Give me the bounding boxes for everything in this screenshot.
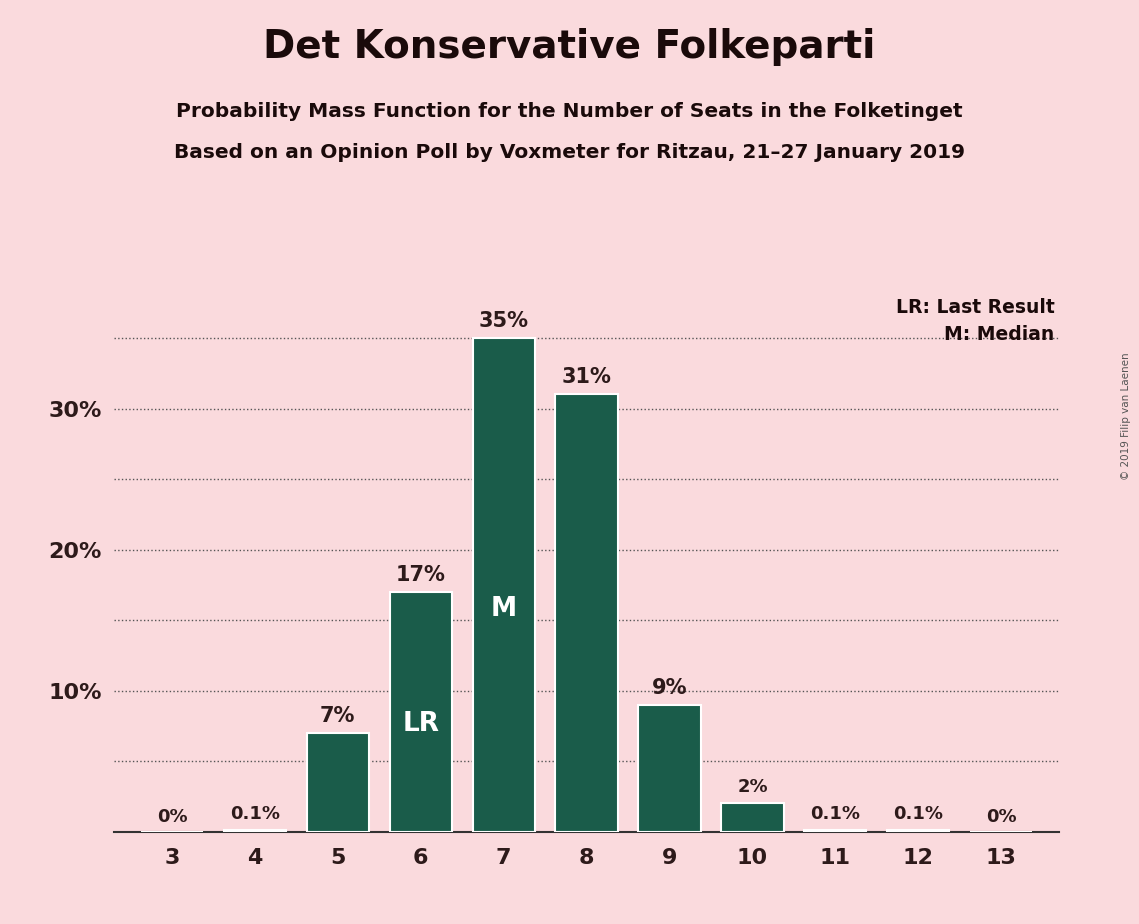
Text: LR: LR xyxy=(402,711,440,736)
Text: 17%: 17% xyxy=(395,565,445,585)
Text: © 2019 Filip van Laenen: © 2019 Filip van Laenen xyxy=(1121,352,1131,480)
Bar xyxy=(390,592,452,832)
Bar xyxy=(556,395,617,832)
Text: 31%: 31% xyxy=(562,368,612,387)
Text: M: Median: M: Median xyxy=(944,325,1055,344)
Text: 0.1%: 0.1% xyxy=(810,805,860,823)
Text: M: M xyxy=(491,597,517,623)
Text: 7%: 7% xyxy=(320,706,355,726)
Text: 2%: 2% xyxy=(737,778,768,796)
Text: 9%: 9% xyxy=(652,677,687,698)
Text: Based on an Opinion Poll by Voxmeter for Ritzau, 21–27 January 2019: Based on an Opinion Poll by Voxmeter for… xyxy=(174,143,965,163)
Text: 0.1%: 0.1% xyxy=(230,805,280,823)
Bar xyxy=(473,338,534,832)
Text: 0.1%: 0.1% xyxy=(893,805,943,823)
Text: 0%: 0% xyxy=(986,808,1016,826)
Bar xyxy=(721,803,784,832)
Bar xyxy=(223,830,286,832)
Text: LR: Last Result: LR: Last Result xyxy=(895,298,1055,317)
Text: Probability Mass Function for the Number of Seats in the Folketinget: Probability Mass Function for the Number… xyxy=(177,102,962,121)
Bar xyxy=(306,733,369,832)
Text: 35%: 35% xyxy=(478,311,528,331)
Bar xyxy=(804,830,867,832)
Text: 0%: 0% xyxy=(157,808,187,826)
Text: Det Konservative Folkeparti: Det Konservative Folkeparti xyxy=(263,28,876,66)
Bar xyxy=(639,705,700,832)
Bar xyxy=(887,830,950,832)
